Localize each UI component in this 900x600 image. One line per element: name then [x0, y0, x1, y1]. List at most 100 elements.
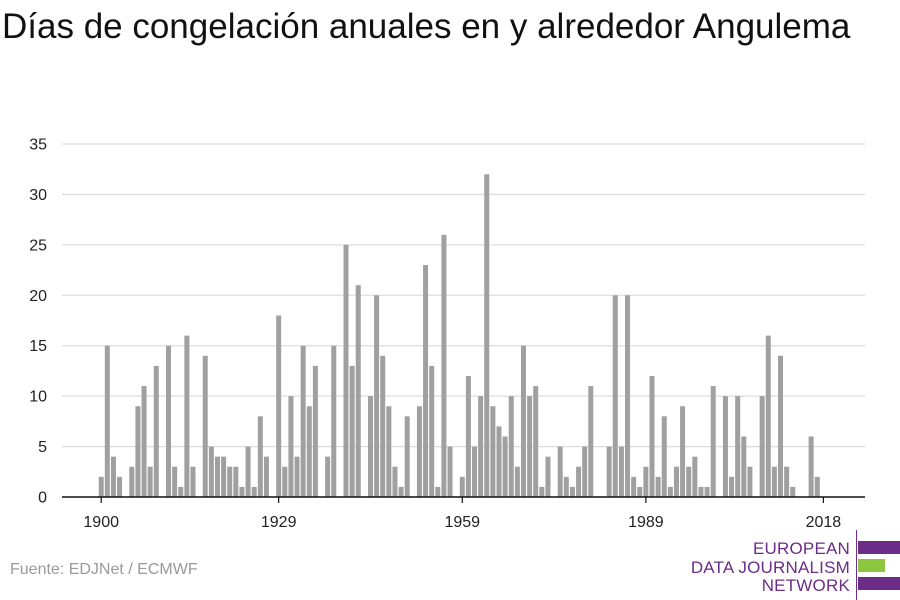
bar-1911 — [166, 345, 172, 497]
bar-1961 — [472, 446, 478, 497]
logo-bar-purple-bottom — [858, 577, 900, 590]
x-tick-label-2018: 2018 — [806, 514, 842, 531]
bar-1984 — [612, 295, 618, 497]
bar-1942 — [355, 285, 361, 497]
bar-1956 — [441, 234, 447, 497]
bar-1932 — [294, 456, 300, 497]
bar-1993 — [667, 486, 673, 497]
bar-1947 — [386, 406, 392, 497]
x-tick-label-1989: 1989 — [628, 514, 664, 531]
bar-2011 — [778, 355, 784, 497]
bar-1925 — [251, 486, 257, 497]
y-tick-label-5: 5 — [38, 439, 47, 456]
bar-1906 — [135, 406, 141, 497]
x-tick-label-1929: 1929 — [261, 514, 297, 531]
bar-1920 — [221, 456, 227, 497]
bar-1954 — [429, 365, 435, 497]
y-tick-label-10: 10 — [29, 389, 47, 406]
bar-2010 — [771, 466, 777, 497]
bar-1989 — [643, 466, 649, 497]
bar-1952 — [416, 406, 422, 497]
bar-1908 — [147, 466, 153, 497]
bar-1992 — [661, 416, 667, 497]
bar-1997 — [692, 456, 698, 497]
chart-title: Días de congelación anuales en y alreded… — [2, 7, 851, 46]
y-tick-label-20: 20 — [29, 288, 47, 305]
bar-2008 — [759, 396, 765, 497]
y-tick-label-30: 30 — [29, 187, 47, 204]
bar-1907 — [141, 386, 147, 497]
bar-1994 — [673, 466, 679, 497]
grid-lines — [62, 143, 865, 448]
bar-1946 — [380, 355, 386, 497]
bar-1995 — [680, 406, 686, 497]
bar-1902 — [110, 456, 116, 497]
x-tick-label-1900: 1900 — [83, 514, 119, 531]
bar-1938 — [331, 345, 337, 497]
bar-1975 — [557, 446, 563, 497]
bar-1973 — [545, 456, 551, 497]
logo-divider — [856, 530, 857, 600]
bar-1929 — [276, 315, 282, 497]
bar-1959 — [459, 476, 465, 497]
bar-1926 — [257, 416, 263, 497]
bar-1977 — [569, 486, 575, 497]
bar-1948 — [392, 466, 398, 497]
bar-1979 — [582, 446, 588, 497]
bar-1935 — [312, 365, 318, 497]
logo-text-data-journalism: DATA JOURNALISM — [690, 558, 850, 577]
bar-1963 — [484, 174, 490, 497]
bar-1919 — [214, 456, 220, 497]
bar-2004 — [735, 396, 741, 497]
bar-2016 — [808, 436, 814, 497]
bar-2006 — [747, 466, 753, 497]
bar-1967 — [508, 396, 514, 497]
bar-1964 — [490, 406, 496, 497]
bar-1905 — [129, 466, 135, 497]
bar-1949 — [398, 486, 404, 497]
x-axis-ticks: 1900 1929 1959 1989 2018 — [83, 497, 841, 531]
bar-1998 — [698, 486, 704, 497]
bar-1970 — [527, 396, 533, 497]
y-tick-label-25: 25 — [29, 237, 47, 254]
bar-1960 — [465, 375, 471, 497]
bar-1968 — [514, 466, 520, 497]
bar-1945 — [374, 295, 380, 497]
bar-2012 — [784, 466, 790, 497]
edjnet-logo[interactable]: EUROPEAN DATA JOURNALISM NETWORK — [690, 530, 900, 600]
y-axis-tick-labels: 0 5 10 15 20 25 30 35 — [29, 137, 47, 507]
bar-1983 — [606, 446, 612, 497]
bar-1918 — [208, 446, 214, 497]
bar-1917 — [202, 355, 208, 497]
bar-2003 — [729, 476, 735, 497]
bar-1901 — [104, 345, 110, 497]
bar-2017 — [814, 476, 820, 497]
bar-2002 — [722, 396, 728, 497]
bar-1972 — [539, 486, 545, 497]
bar-1980 — [588, 386, 594, 497]
logo-bar-purple-top — [858, 541, 900, 554]
logo-text-network: NETWORK — [761, 576, 850, 595]
bar-1990 — [649, 375, 655, 497]
bar-1957 — [447, 446, 453, 497]
y-tick-label-35: 35 — [29, 137, 47, 154]
bar-1985 — [618, 446, 624, 497]
bar-1962 — [478, 396, 484, 497]
bar-1988 — [637, 486, 643, 497]
bar-1971 — [533, 386, 539, 497]
bar-1927 — [263, 456, 269, 497]
bar-1955 — [435, 486, 441, 497]
bar-1937 — [325, 456, 331, 497]
y-tick-label-0: 0 — [38, 490, 47, 507]
bar-1996 — [686, 466, 692, 497]
bar-1986 — [625, 295, 631, 497]
bar-1966 — [502, 436, 508, 497]
logo-bar-green — [858, 559, 885, 572]
bar-1923 — [239, 486, 245, 497]
bar-1915 — [190, 466, 196, 497]
bar-1940 — [343, 244, 349, 497]
bar-1913 — [178, 486, 184, 497]
bar-series — [98, 174, 820, 497]
bar-1930 — [282, 466, 288, 497]
